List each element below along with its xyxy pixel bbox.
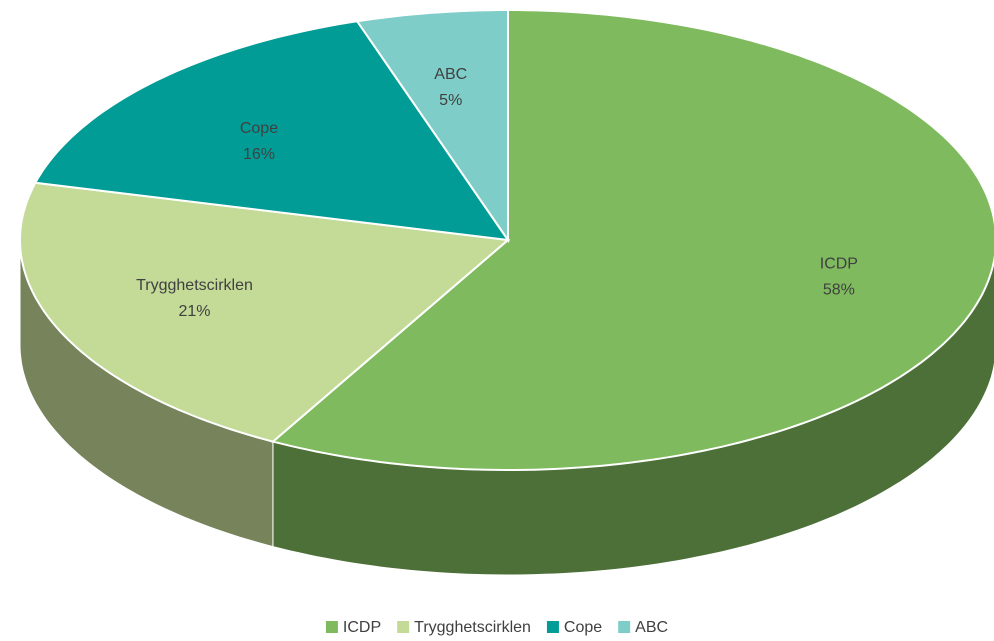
slice (355, 9, 509, 244)
slice (19, 181, 511, 443)
data-label-name: ABC (434, 66, 467, 83)
data-label-value: 58% (823, 281, 855, 298)
legend: ICDP Trygghetscirklen Cope ABC (325, 619, 668, 636)
legend-label: Cope (564, 619, 602, 636)
slice (270, 9, 994, 471)
data-label-name: ICDP (820, 255, 858, 272)
slice (33, 20, 511, 242)
data-label-name: Cope (240, 120, 278, 137)
legend-swatch (618, 621, 631, 633)
data-label-value: 16% (243, 146, 275, 163)
legend-swatch (325, 621, 338, 633)
data-label-value: 21% (178, 303, 210, 320)
data-label-name: Trygghetscirklen (136, 277, 253, 294)
legend-label: ABC (635, 619, 668, 636)
legend-label: ICDP (343, 619, 381, 636)
legend-label: Trygghetscirklen (414, 619, 531, 636)
data-label-value: 5% (439, 92, 462, 109)
legend-swatch (397, 621, 410, 633)
legend-swatch (546, 621, 559, 633)
